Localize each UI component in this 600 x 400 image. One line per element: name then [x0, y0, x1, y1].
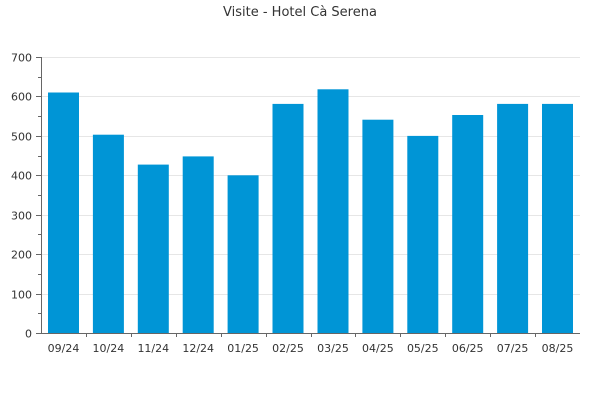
x-tick-label: 04/25 — [362, 342, 394, 355]
x-tick-label: 11/24 — [137, 342, 169, 355]
bar — [542, 103, 573, 334]
gridlines — [41, 57, 580, 295]
bar — [137, 164, 169, 333]
y-tick-label: 0 — [25, 328, 32, 341]
x-tick-label: 08/25 — [542, 342, 574, 355]
bar — [92, 134, 124, 333]
y-tick-label: 600 — [11, 91, 32, 104]
y-axis: 0 100 200 300 400 500 600 700 — [11, 52, 42, 341]
y-tick-label: 400 — [11, 170, 32, 183]
x-tick-label: 10/24 — [93, 342, 125, 355]
bar — [497, 103, 529, 334]
y-tick-label: 500 — [11, 131, 32, 144]
x-tick-label: 06/25 — [452, 342, 484, 355]
x-tick-label: 01/25 — [227, 342, 259, 355]
y-tick-label: 100 — [11, 289, 32, 302]
bar — [362, 119, 394, 333]
x-tick-label: 02/25 — [272, 342, 304, 355]
x-tick-label: 12/24 — [182, 342, 214, 355]
chart-title: Visite - Hotel Cà Serena — [223, 5, 377, 20]
x-tick-label: 09/24 — [48, 342, 80, 355]
y-tick-label: 300 — [11, 210, 32, 223]
bar — [407, 135, 439, 333]
bar — [48, 92, 79, 333]
x-tick-label: 07/25 — [497, 342, 529, 355]
bar — [272, 103, 304, 334]
x-tick-label: 03/25 — [317, 342, 349, 355]
x-tick-label: 05/25 — [407, 342, 439, 355]
y-tick-label: 200 — [11, 249, 32, 262]
bar — [227, 175, 259, 333]
y-tick-label: 700 — [11, 52, 32, 65]
bar — [452, 115, 484, 333]
bar — [182, 156, 214, 333]
bars — [48, 89, 573, 334]
bar — [317, 89, 349, 333]
x-axis: 09/24 10/24 11/24 12/24 01/25 02/25 03/25 04/25… — [41, 333, 580, 355]
